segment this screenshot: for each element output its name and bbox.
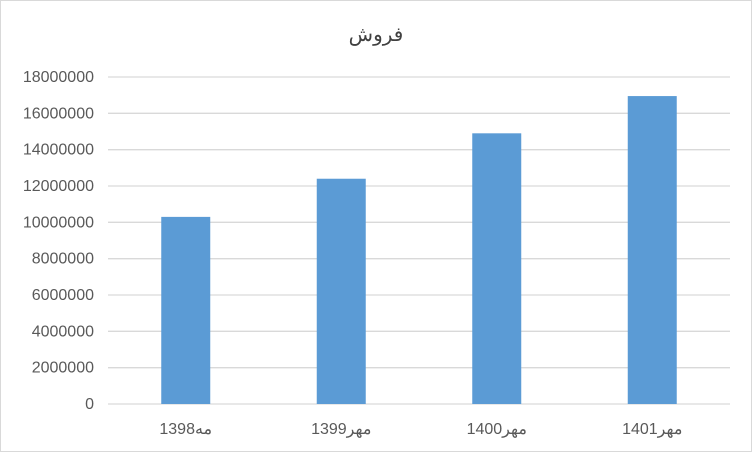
y-tick-label: 10000000 [23, 214, 94, 231]
y-tick-label: 0 [85, 396, 94, 413]
chart-title: فروش [348, 24, 404, 46]
x-tick-label: 1399مهر [311, 421, 371, 438]
y-tick-label: 16000000 [23, 105, 94, 122]
bar [316, 178, 366, 404]
y-tick-label: 4000000 [32, 323, 94, 340]
bar [161, 216, 211, 404]
bar [627, 96, 677, 404]
x-tick-label: 1400مهر [467, 421, 527, 438]
bar [472, 133, 522, 405]
y-tick-label: 18000000 [23, 69, 94, 86]
x-tick-label: 1398مه [159, 421, 212, 438]
y-tick-label: 8000000 [32, 251, 94, 268]
y-tick-label: 6000000 [32, 287, 94, 304]
y-tick-label: 12000000 [23, 178, 94, 195]
y-tick-label: 14000000 [23, 142, 94, 159]
y-tick-label: 2000000 [32, 360, 94, 377]
x-tick-label: 1401مهر [622, 421, 682, 438]
